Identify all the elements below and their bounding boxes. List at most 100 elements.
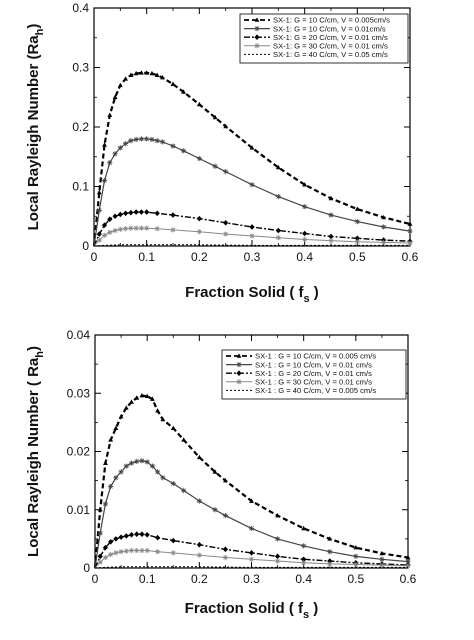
- data-point: [275, 512, 280, 518]
- data-point: [107, 216, 113, 223]
- data-point: [222, 512, 229, 519]
- data-point: [128, 138, 134, 144]
- data-point: [328, 238, 334, 244]
- legend-box: [221, 349, 407, 400]
- data-point: [133, 136, 139, 143]
- data-point: [181, 437, 187, 442]
- data-point: [249, 233, 255, 239]
- data-point: [407, 240, 413, 246]
- y-axis-label: Local Rayleigh Number (Rah): [25, 24, 46, 231]
- data-point: [129, 399, 134, 404]
- data-point: [138, 136, 144, 142]
- x-tick-label: 0.4: [296, 250, 313, 264]
- chart-2: 0 0.1 0.2 0.3 0.4 0.5 0.6 0 0.01 0.02 0.03 0.04 Frac…: [25, 328, 417, 621]
- x-tick-label: 0.3: [243, 572, 260, 586]
- x-axis-label-end: ): [310, 284, 319, 301]
- x-axis-label-main: Fraction Solid ( f: [185, 600, 304, 617]
- data-point: [96, 207, 102, 213]
- data-point: [160, 416, 166, 422]
- data-point: [275, 227, 281, 234]
- data-point: [405, 563, 411, 569]
- data-point: [96, 189, 102, 195]
- data-point: [248, 525, 255, 531]
- data-point: [155, 549, 161, 555]
- data-point: [405, 554, 411, 560]
- data-point: [128, 547, 135, 554]
- x-axis-label-end: ): [309, 600, 318, 617]
- data-point: [112, 213, 118, 220]
- data-point: [379, 562, 385, 568]
- data-point: [113, 550, 119, 556]
- data-point: [248, 556, 255, 562]
- data-point: [108, 538, 114, 545]
- data-point: [154, 226, 160, 232]
- data-point: [222, 546, 229, 553]
- legend-marker: [254, 43, 260, 49]
- data-point: [196, 541, 202, 548]
- series-1: [92, 70, 413, 247]
- data-point: [123, 141, 129, 147]
- x-tick-label: 0: [91, 250, 98, 264]
- data-point: [328, 233, 334, 240]
- y-tick-label: 0.4: [72, 1, 89, 15]
- data-point: [97, 507, 103, 512]
- data-point: [134, 531, 140, 538]
- data-point: [102, 554, 109, 561]
- data-point: [139, 547, 145, 554]
- data-point: [354, 239, 360, 245]
- x-tick-label: 0.1: [138, 250, 155, 264]
- data-point: [223, 123, 229, 129]
- data-point: [354, 235, 360, 242]
- y-axis-label-sub: h: [34, 28, 46, 35]
- legend: SX-1: G = 10 C/cm, V = 0.005cm/sSX-1: G …: [239, 13, 409, 64]
- data-point: [379, 550, 385, 556]
- x-tick-label: 0: [92, 572, 99, 586]
- data-point: [117, 211, 123, 218]
- data-point: [133, 70, 139, 76]
- data-point: [139, 531, 145, 538]
- series-line: [93, 394, 409, 569]
- data-point: [407, 228, 413, 234]
- x-tick-label: 0.5: [347, 572, 364, 586]
- data-point: [107, 112, 113, 117]
- data-point: [381, 224, 387, 230]
- data-point: [117, 82, 123, 88]
- data-point: [302, 230, 308, 237]
- legend: SX-1 : G = 10 C/cm, V = 0.005 cm/sSX-1 :…: [221, 349, 407, 400]
- y-tick-label: 0.1: [72, 180, 89, 194]
- data-point: [249, 145, 255, 150]
- data-point: [102, 142, 107, 147]
- data-point: [113, 536, 119, 542]
- data-point: [96, 231, 102, 237]
- data-point: [102, 544, 109, 551]
- data-point: [274, 536, 281, 542]
- data-point: [212, 163, 218, 169]
- data-point: [149, 136, 155, 143]
- data-point: [249, 224, 255, 230]
- y-axis-label-end: ): [25, 346, 42, 351]
- data-point: [97, 559, 103, 565]
- data-point: [170, 143, 176, 149]
- data-point: [222, 554, 229, 561]
- data-point: [144, 547, 150, 554]
- series-line: [93, 227, 411, 247]
- data-point: [248, 550, 255, 556]
- data-point: [170, 480, 176, 487]
- data-point: [155, 408, 160, 413]
- data-point: [118, 549, 124, 555]
- data-point: [170, 227, 176, 233]
- data-point: [149, 463, 155, 469]
- data-point: [223, 478, 228, 483]
- data-point: [170, 550, 176, 556]
- data-point: [107, 229, 113, 235]
- data-point: [301, 556, 307, 563]
- data-point: [155, 534, 161, 541]
- data-point: [128, 225, 134, 231]
- legend-entry: SX-1 : G = 40 C/cm, V = 0.005 cm/s: [255, 386, 376, 395]
- data-point: [112, 94, 118, 100]
- x-tick-label: 0.2: [191, 250, 208, 264]
- data-point: [149, 396, 155, 401]
- data-point: [196, 229, 202, 235]
- data-point: [123, 405, 129, 410]
